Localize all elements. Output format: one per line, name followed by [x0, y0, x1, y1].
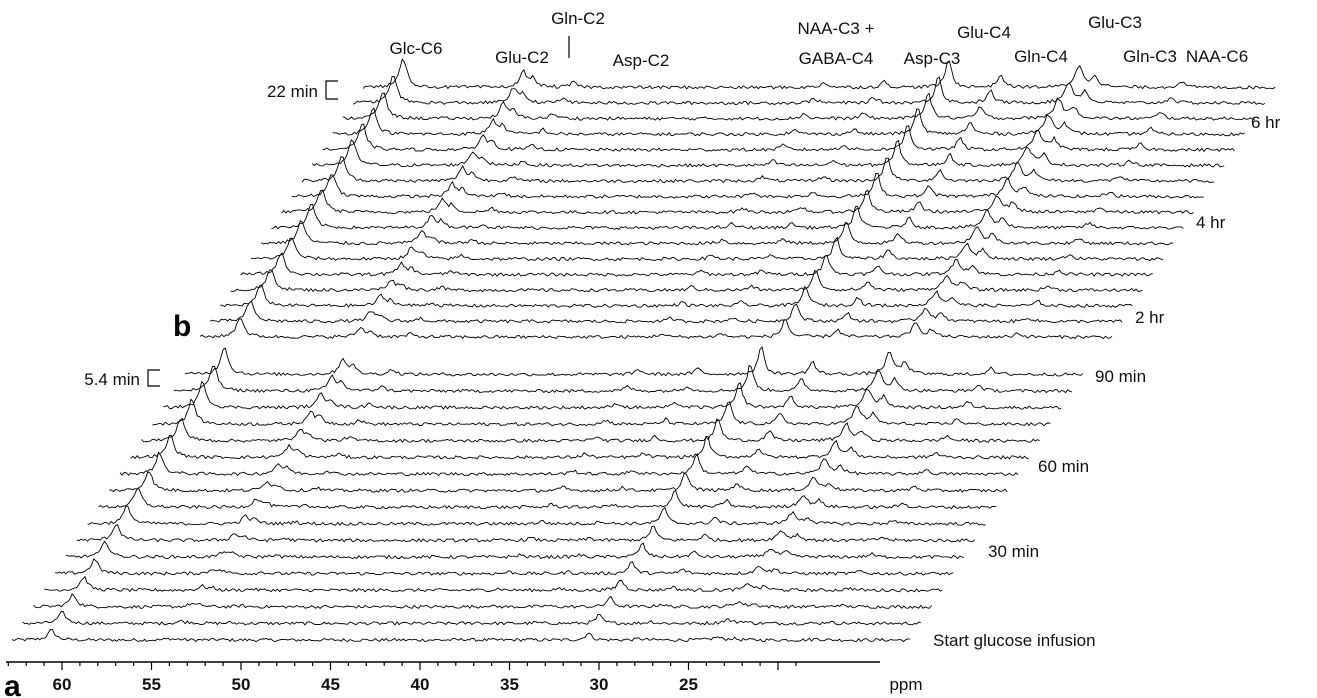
time-scale-label-a: 5.4 min: [84, 370, 140, 389]
time-label-start: Start glucose infusion: [933, 631, 1096, 650]
spectrum-trace-b: [240, 252, 1153, 277]
spectrum-trace-a: [98, 488, 997, 510]
axis-unit-label: ppm: [889, 675, 922, 694]
spectrum-trace-b: [230, 269, 1143, 293]
spectrum-trace-b: [322, 123, 1235, 153]
spectrum-trace-a: [184, 346, 1084, 377]
spectrum-trace-b: [271, 203, 1184, 230]
peak-label-gln-c3: Gln-C3: [1123, 47, 1177, 66]
spectrum-trace-b: [291, 173, 1204, 199]
spectrum-trace-a: [76, 523, 976, 543]
peak-label-asp-c2: Asp-C2: [613, 51, 670, 70]
panel-label-a: a: [4, 670, 21, 698]
spectrum-trace-b: [342, 92, 1256, 121]
peak-label-gln-c2: Gln-C2: [551, 9, 605, 28]
spectrum-trace-b: [362, 58, 1276, 90]
time-scale-bracket-b: [325, 80, 338, 100]
spectrum-trace-a: [173, 364, 1073, 394]
ppm-tick-label: 60: [53, 675, 72, 694]
time-label-30min: 30 min: [988, 542, 1039, 561]
time-scale-bracket-a: [147, 369, 160, 387]
spectrum-trace-b: [332, 107, 1245, 137]
ppm-tick-label: 35: [500, 675, 519, 694]
spectrum-trace-a: [11, 629, 911, 643]
time-label-2hr: 2 hr: [1135, 308, 1165, 327]
spectrum-trace-a: [130, 434, 1029, 460]
peak-label-glu-c4: Glu-C4: [957, 23, 1011, 42]
spectrum-trace-a: [44, 575, 943, 593]
time-label-90min: 90 min: [1095, 367, 1146, 386]
spectrum-trace-b: [281, 189, 1194, 215]
peak-label-naa-c6: NAA-C6: [1186, 47, 1248, 66]
ppm-axis: 60 55 50 45 40 35 30 25: [6, 661, 880, 694]
peak-label-naa-c3: NAA-C3 +: [798, 19, 875, 38]
peak-label-glu-c3: Glu-C3: [1088, 13, 1142, 32]
spectrum-trace-b: [352, 75, 1266, 106]
peak-label-gaba-c4: GABA-C4: [799, 49, 874, 68]
panel-label-b: b: [173, 310, 191, 343]
spectrum-trace-a: [119, 451, 1019, 477]
spectrum-trace-a: [163, 380, 1062, 410]
spectrum-trace-a: [152, 398, 1051, 427]
ppm-tick-label: 45: [321, 675, 340, 694]
spectrum-trace-a: [33, 593, 932, 609]
ppm-tick-label: 55: [142, 675, 161, 694]
spectrum-trace-b: [311, 139, 1225, 168]
spectrum-trace-b: [199, 318, 1113, 340]
peak-label-glu-c2: Glu-C2: [495, 48, 549, 67]
time-label-60min: 60 min: [1038, 457, 1089, 476]
spectrum-trace-b: [260, 219, 1174, 246]
ppm-tick-label: 25: [679, 675, 698, 694]
ppm-tick-label: 50: [232, 675, 251, 694]
peak-label-asp-c3: Asp-C3: [904, 49, 961, 68]
spectrum-trace-b: [301, 156, 1215, 184]
spectrum-trace-a: [55, 558, 954, 576]
time-scale-label-b: 22 min: [267, 82, 318, 101]
spectrum-trace-a: [141, 417, 1040, 444]
peak-label-gln-c4: Gln-C4: [1014, 47, 1068, 66]
spectrum-trace-b: [251, 236, 1164, 262]
ppm-tick-label: 40: [411, 675, 430, 694]
time-label-4hr: 4 hr: [1196, 213, 1226, 232]
spectrum-trace-a: [22, 611, 921, 626]
spectrum-trace-a: [109, 471, 1008, 493]
spectra-layer: [11, 58, 1276, 643]
peak-label-glc-c6: Glc-C6: [390, 39, 443, 58]
spectrum-trace-a: [87, 504, 986, 526]
ppm-tick-label: 30: [590, 675, 609, 694]
spectrum-trace-a: [65, 540, 965, 560]
spectrum-trace-b: [220, 284, 1133, 308]
spectrum-trace-b: [210, 300, 1123, 324]
time-label-6hr: 6 hr: [1251, 113, 1281, 132]
